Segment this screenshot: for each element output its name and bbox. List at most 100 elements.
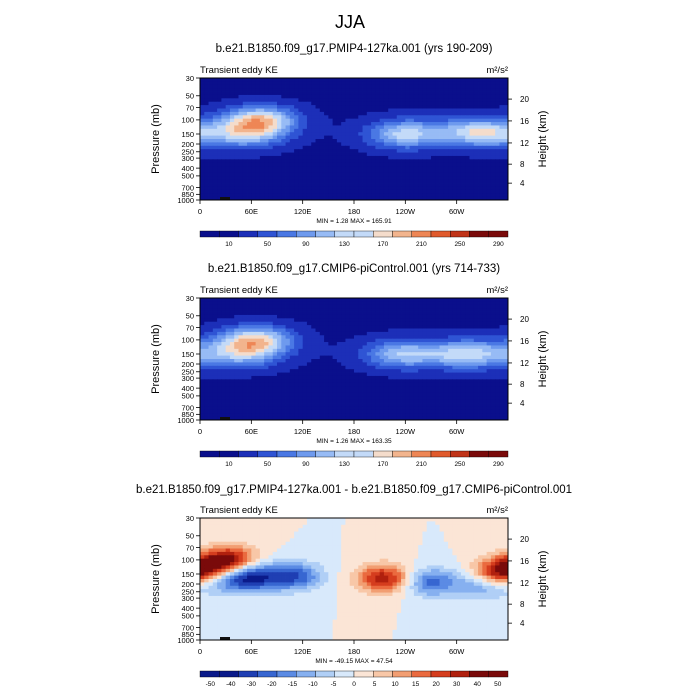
field-cell: [409, 78, 415, 82]
field-cell: [422, 105, 428, 109]
field-cell: [319, 176, 325, 181]
field-cell: [443, 298, 449, 302]
field-cell: [208, 345, 214, 350]
field-cell: [418, 122, 423, 126]
field-cell: [319, 135, 325, 140]
field-cell: [469, 166, 475, 170]
field-cell: [439, 118, 445, 123]
field-cell: [272, 139, 278, 143]
field-cell: [200, 348, 205, 353]
field-cell: [354, 125, 359, 130]
field-cell: [396, 88, 402, 92]
field-cell: [456, 128, 462, 133]
field-cell: [345, 311, 351, 316]
field-cell: [255, 392, 261, 397]
field-cell: [229, 125, 235, 130]
field-cell: [294, 169, 299, 174]
field-cell: [490, 125, 496, 130]
field-cell: [285, 386, 291, 390]
field-cell: [298, 139, 304, 143]
field-cell: [208, 101, 214, 106]
field-cell: [473, 155, 479, 160]
field-cell: [294, 105, 299, 109]
contour-field: [200, 78, 509, 201]
y-right-tick-label: 8: [520, 160, 525, 169]
field-cell: [482, 155, 488, 160]
field-cell: [225, 369, 231, 373]
field-cell: [272, 149, 278, 153]
field-cell: [362, 325, 368, 329]
field-cell: [358, 145, 363, 150]
field-cell: [289, 331, 295, 336]
field-cell: [354, 189, 359, 194]
field-cell: [217, 179, 222, 184]
field-cell: [255, 403, 261, 407]
field-cell: [204, 372, 209, 377]
field-cell: [349, 101, 355, 106]
field-cell: [503, 355, 509, 360]
field-cell: [272, 132, 278, 137]
field-cell: [422, 84, 428, 89]
field-cell: [204, 105, 209, 109]
field-cell: [422, 189, 428, 194]
field-cell: [383, 342, 389, 346]
field-cell: [413, 81, 419, 86]
field-cell: [495, 132, 500, 137]
field-cell: [336, 105, 342, 109]
field-cell: [315, 369, 321, 373]
field-cell: [413, 118, 419, 123]
field-cell: [379, 348, 385, 353]
field-cell: [349, 139, 355, 143]
field-cell: [341, 125, 346, 130]
field-cell: [413, 172, 419, 177]
field-cell: [259, 369, 265, 373]
field-cell: [448, 122, 453, 126]
field-cell: [383, 115, 389, 120]
field-cell: [319, 359, 325, 363]
field-cell: [456, 118, 462, 123]
field-cell: [396, 176, 402, 181]
field-cell: [431, 314, 436, 319]
field-cell: [460, 172, 466, 177]
field-cell: [349, 78, 355, 82]
field-cell: [358, 335, 363, 340]
field-cell: [396, 365, 402, 370]
field-cell: [503, 162, 509, 167]
field-cell: [383, 318, 389, 323]
field-cell: [495, 179, 500, 184]
field-cell: [409, 155, 415, 160]
field-cell: [366, 122, 372, 126]
field-cell: [345, 169, 351, 174]
field-cell: [255, 331, 261, 336]
field-cell: [204, 375, 209, 380]
field-cell: [358, 345, 363, 350]
field-cell: [375, 91, 381, 96]
field-cell: [336, 78, 342, 82]
field-cell: [375, 375, 381, 380]
field-cell: [251, 379, 257, 384]
field-cell: [341, 382, 346, 387]
field-cell: [204, 108, 209, 113]
field-cell: [306, 179, 312, 184]
field-cell: [341, 149, 346, 153]
field-cell: [371, 382, 376, 387]
field-cell: [503, 362, 509, 367]
field-cell: [242, 125, 248, 130]
field-cell: [503, 159, 509, 164]
field-cell: [272, 118, 278, 123]
field-cell: [251, 149, 257, 153]
field-cell: [443, 155, 449, 160]
field-cell: [490, 321, 496, 326]
field-cell: [341, 318, 346, 323]
field-cell: [208, 111, 214, 116]
field-cell: [328, 128, 334, 133]
field-cell: [443, 122, 449, 126]
field-cell: [251, 183, 257, 187]
field-cell: [383, 304, 389, 309]
field-cell: [431, 328, 436, 333]
field-cell: [255, 389, 261, 394]
field-cell: [379, 122, 385, 126]
field-cell: [349, 81, 355, 86]
field-cell: [229, 169, 235, 174]
field-cell: [358, 149, 363, 153]
